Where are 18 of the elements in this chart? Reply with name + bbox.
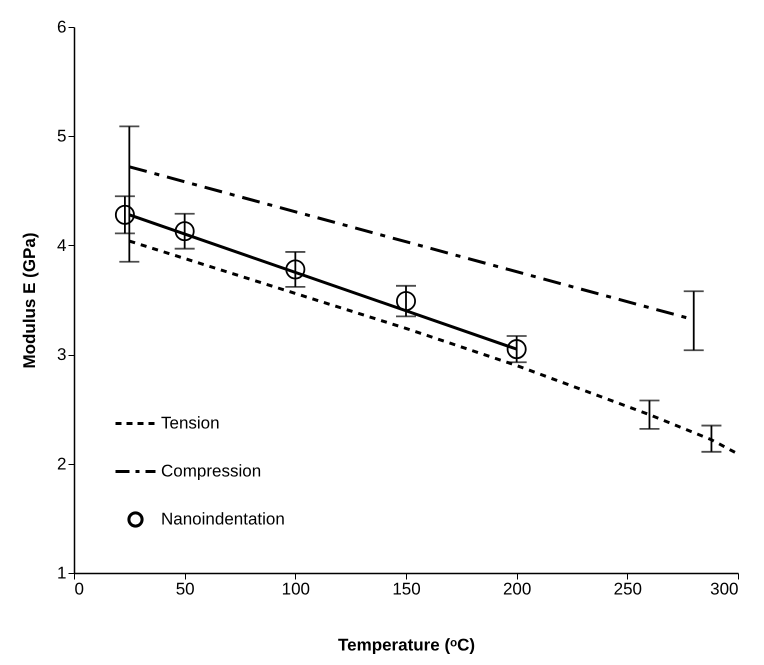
x-tick-label: 150 [392, 580, 421, 598]
x-tick-label: 300 [710, 580, 738, 598]
y-tick-label: 1 [57, 564, 66, 582]
y-tick-label: 5 [57, 126, 66, 146]
x-tick-label: 200 [502, 580, 532, 598]
y-tick-label: 4 [57, 236, 66, 255]
legend-label: Tension [161, 414, 220, 432]
x-tick-label: 100 [282, 580, 310, 598]
x-axis-title: Temperature (ᵒC) [338, 636, 476, 654]
y-tick-label: 2 [57, 454, 66, 474]
y-axis-title: Modulus E (GPa) [20, 232, 40, 368]
x-tick-label: 50 [176, 580, 195, 598]
legend-label: Compression [161, 462, 262, 480]
y-tick-label: 3 [57, 345, 66, 364]
x-tick-label: 250 [614, 580, 642, 598]
legend-label: Nanoindentation [161, 510, 285, 528]
x-tick-label: 0 [74, 580, 84, 598]
y-tick-label: 6 [57, 18, 66, 36]
